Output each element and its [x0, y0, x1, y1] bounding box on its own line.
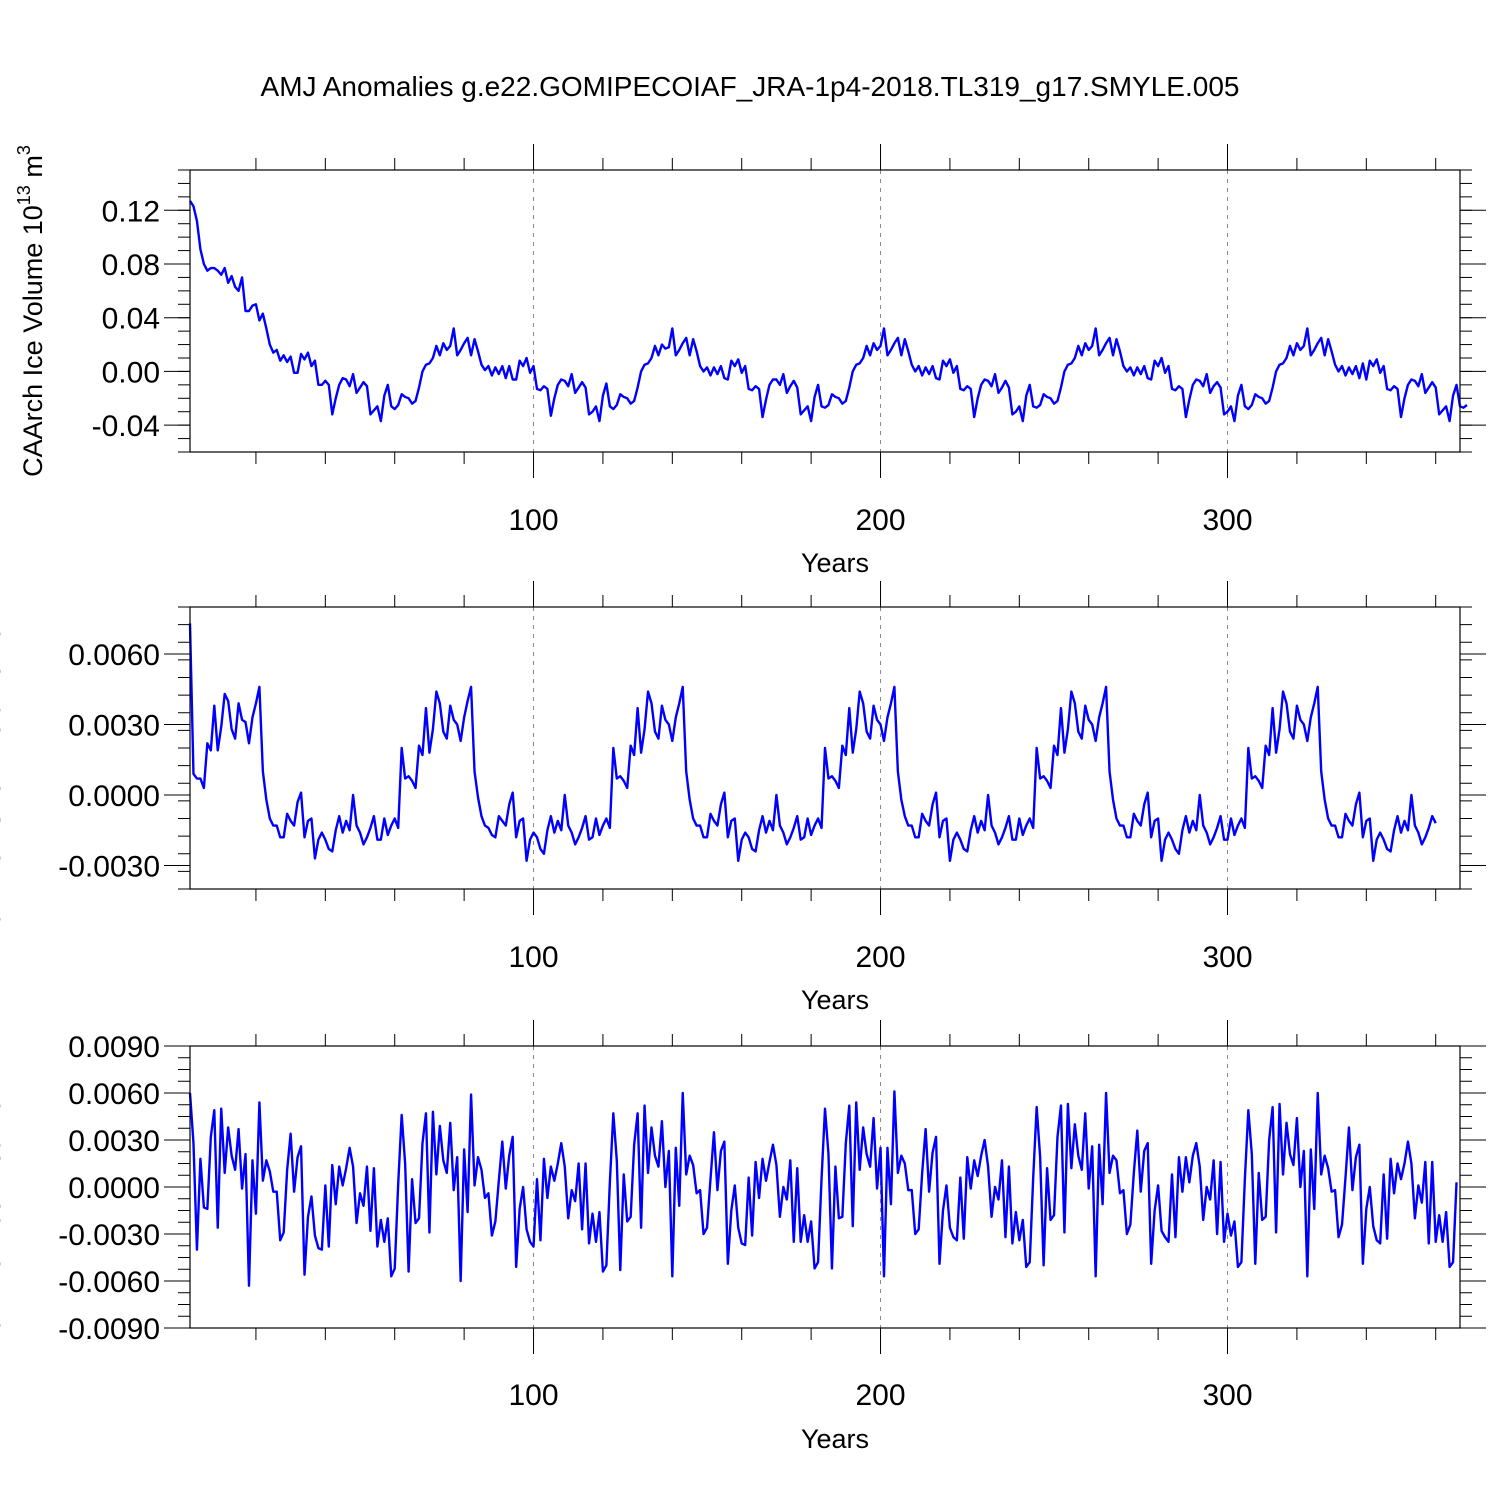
y-tick-label: -0.0030 [58, 1219, 160, 1252]
x-tick-label: 100 [508, 941, 558, 974]
y-axis-title-unit: m [18, 155, 48, 185]
plot-frame [189, 606, 1461, 890]
x-tick-label: 300 [1202, 941, 1252, 974]
y-tick-label: 0.0060 [68, 1078, 160, 1111]
y-axis-title-main: CAArch Ice Volume 10 [18, 205, 48, 477]
x-tick-label: 200 [855, 504, 905, 537]
y-tick-label: -0.0090 [58, 1313, 160, 1346]
x-axis-title: Years [801, 1424, 869, 1454]
x-tick-label: 200 [855, 941, 905, 974]
y-tick-label: 0.0000 [68, 1172, 160, 1205]
y-tick-label: 0.00 [102, 356, 160, 389]
x-tick-label: 100 [508, 504, 558, 537]
series-line [188, 1090, 1458, 1287]
y-axis-title-exponent: 13 [14, 185, 34, 205]
y-tick-label: 0.0090 [68, 1031, 160, 1064]
y-axis-title-main: CAArch Ice Area 10 [0, 1098, 6, 1335]
x-tick-label: 100 [508, 1379, 558, 1412]
x-tick-label: 200 [855, 1379, 905, 1412]
series-line [188, 623, 1437, 862]
x-tick-label: 300 [1202, 504, 1252, 537]
panels-container: -0.04 0.00 0.04 0.08 0.12 100 200 300 Years CAArc… [0, 144, 1486, 1454]
y-axis-title: CAArch Ice Volume 1013 m3 [14, 145, 48, 477]
y-axis-title-main: CAArch Snow Volume 10 [0, 626, 6, 929]
y-tick-label: 0.0030 [68, 710, 160, 743]
y-tick-label: 0.0060 [68, 639, 160, 672]
figure-title: AMJ Anomalies g.e22.GOMIPECOIAF_JRA-1p4-… [261, 71, 1240, 102]
series-line [188, 200, 1468, 423]
plot-frame [189, 1045, 1461, 1329]
y-tick-label: 0.0030 [68, 1125, 160, 1158]
y-tick-label: 0.0000 [68, 780, 160, 813]
y-axis-title: CAArch Snow Volume 1013 m3 [0, 566, 6, 929]
chart-panel-3: -0.0090 -0.0060 -0.0030 0.0000 0.0030 0.0060 0… [0, 1020, 1486, 1454]
y-tick-label: -0.0030 [58, 851, 160, 884]
y-axis-title-unit: m [0, 576, 6, 606]
x-axis-title: Years [801, 548, 869, 578]
y-axis-title-unit-exponent: 3 [14, 145, 34, 155]
chart-panel-1: -0.04 0.00 0.04 0.08 0.12 100 200 300 Years CAArc… [14, 144, 1486, 578]
y-tick-label: 0.04 [102, 303, 160, 336]
x-axis-title: Years [801, 985, 869, 1015]
y-axis-title: CAArch Ice Area 1013 m2 [0, 1038, 6, 1335]
x-tick-label: 300 [1202, 1379, 1252, 1412]
y-tick-label: -0.0060 [58, 1266, 160, 1299]
y-tick-label: -0.04 [92, 410, 160, 443]
y-tick-label: 0.08 [102, 249, 160, 282]
y-axis-title-unit: m [0, 1048, 6, 1078]
plot-frame [189, 169, 1461, 453]
chart-panel-2: -0.0030 0.0000 0.0030 0.0060 100 200 300 Years C… [0, 566, 1486, 1015]
y-tick-label: 0.12 [102, 195, 160, 228]
